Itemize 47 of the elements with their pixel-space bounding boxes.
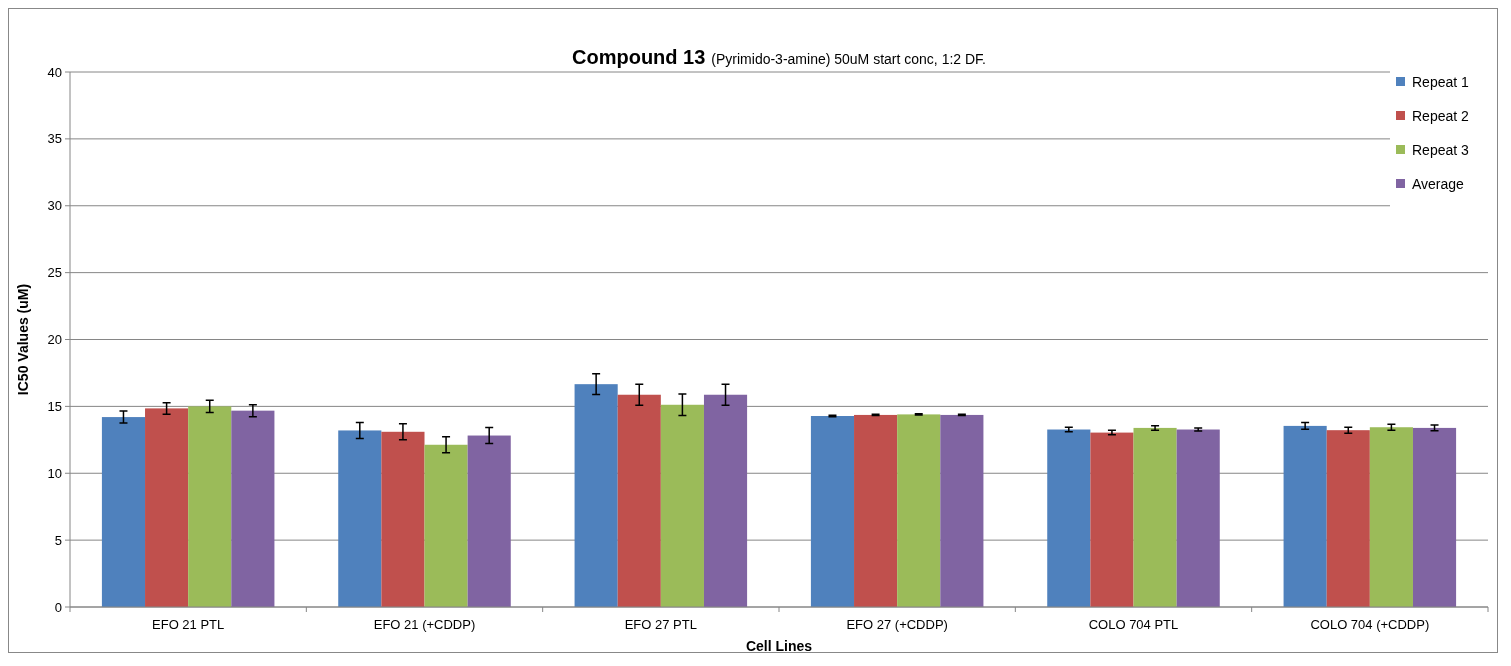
bar	[424, 444, 468, 607]
bar	[1047, 429, 1091, 607]
y-tick-label: 35	[47, 131, 62, 147]
bar	[188, 406, 232, 607]
x-tick-label: EFO 27 PTL	[624, 617, 697, 632]
bar	[940, 414, 984, 607]
bar	[1090, 432, 1134, 607]
bar	[810, 416, 855, 607]
y-tick-label: 5	[54, 532, 62, 548]
bar	[1369, 427, 1413, 607]
legend-label: Average	[1412, 175, 1465, 192]
bar	[338, 430, 382, 607]
y-tick-label: 30	[47, 198, 62, 214]
y-tick-label: 20	[47, 332, 62, 348]
y-tick-label: 25	[47, 265, 62, 281]
y-axis-title: IC50 Values (uM)	[15, 283, 31, 396]
x-tick-label: COLO 704 (+CDDP)	[1310, 617, 1430, 632]
x-axis-title: Cell Lines	[745, 638, 813, 654]
y-tick-label: 40	[47, 64, 62, 80]
bar	[145, 408, 189, 607]
x-tick-label: EFO 21 PTL	[152, 617, 225, 632]
y-tick-label: 10	[47, 465, 62, 481]
bar	[897, 414, 941, 607]
bar	[1326, 430, 1370, 607]
legend-label: Repeat 3	[1412, 141, 1470, 158]
bar	[1283, 425, 1327, 607]
bar	[617, 394, 661, 607]
chart-subtitle: (Pyrimido-3-amine) 50uM start conc, 1:2 DF.	[711, 51, 986, 67]
bar	[703, 394, 748, 607]
bar	[854, 414, 898, 607]
bar	[660, 404, 704, 607]
bar	[467, 435, 511, 607]
bar	[1133, 427, 1177, 607]
x-tick-label: COLO 704 PTL	[1088, 617, 1179, 632]
x-tick-label: EFO 27 (+CDDP)	[846, 617, 948, 632]
legend-label: Repeat 1	[1412, 73, 1470, 90]
bar	[101, 417, 146, 607]
y-tick-label: 0	[54, 599, 62, 615]
bar	[1176, 429, 1220, 607]
bar	[231, 410, 275, 607]
legend-label: Repeat 2	[1412, 107, 1470, 124]
bar	[381, 431, 425, 607]
y-tick-label: 15	[47, 398, 62, 414]
bar	[1412, 427, 1457, 607]
chart-title: Compound 13	[572, 46, 706, 68]
bar	[574, 384, 618, 607]
x-tick-label: EFO 21 (+CDDP)	[373, 617, 476, 632]
